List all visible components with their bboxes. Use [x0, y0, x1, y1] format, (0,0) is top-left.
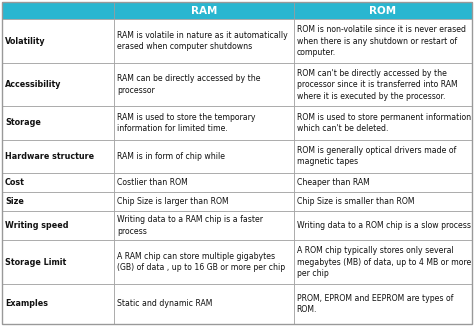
Bar — [293, 172, 472, 192]
Text: Chip Size is smaller than ROM: Chip Size is smaller than ROM — [297, 197, 414, 206]
Bar — [293, 63, 472, 106]
Bar — [114, 140, 293, 172]
Text: RAM: RAM — [191, 6, 217, 16]
Bar — [293, 20, 472, 63]
Bar — [114, 172, 293, 192]
Text: Writing data to a RAM chip is a faster
process: Writing data to a RAM chip is a faster p… — [117, 215, 263, 236]
Bar — [114, 192, 293, 211]
Bar — [114, 284, 293, 324]
Text: A RAM chip can store multiple gigabytes
(GB) of data , up to 16 GB or more per c: A RAM chip can store multiple gigabytes … — [117, 252, 285, 273]
Text: ROM is non-volatile since it is never erased
when there is any shutdown or resta: ROM is non-volatile since it is never er… — [297, 25, 465, 57]
Text: Writing data to a ROM chip is a slow process: Writing data to a ROM chip is a slow pro… — [297, 221, 471, 230]
Bar — [2, 192, 114, 211]
Text: ROM is used to store permanent information
which can't be deleted.: ROM is used to store permanent informati… — [297, 113, 471, 133]
Text: ROM is generally optical drivers made of
magnetic tapes: ROM is generally optical drivers made of… — [297, 146, 456, 166]
Bar — [114, 20, 293, 63]
Text: A ROM chip typically stores only several
megabytes (MB) of data, up to 4 MB or m: A ROM chip typically stores only several… — [297, 246, 471, 278]
Text: Cheaper than RAM: Cheaper than RAM — [297, 178, 369, 187]
Text: Storage Limit: Storage Limit — [5, 258, 66, 267]
Bar — [2, 2, 114, 20]
Text: RAM is volatile in nature as it automatically
erased when computer shutdowns: RAM is volatile in nature as it automati… — [117, 31, 288, 52]
Bar — [114, 63, 293, 106]
Text: RAM is in form of chip while: RAM is in form of chip while — [117, 152, 225, 160]
Text: Examples: Examples — [5, 300, 48, 308]
Bar — [114, 106, 293, 140]
Text: PROM, EPROM and EEPROM are types of
ROM.: PROM, EPROM and EEPROM are types of ROM. — [297, 294, 453, 314]
Bar — [293, 284, 472, 324]
Text: ROM: ROM — [369, 6, 396, 16]
Text: Cost: Cost — [5, 178, 25, 187]
Bar — [2, 172, 114, 192]
Bar — [2, 63, 114, 106]
Bar — [293, 241, 472, 284]
Bar — [293, 211, 472, 241]
Text: ROM can't be directly accessed by the
processor since it is transferred into RAM: ROM can't be directly accessed by the pr… — [297, 69, 457, 101]
Bar — [114, 211, 293, 241]
Bar — [293, 106, 472, 140]
Text: Storage: Storage — [5, 118, 41, 127]
Text: RAM is used to store the temporary
information for limited time.: RAM is used to store the temporary infor… — [117, 113, 255, 133]
Bar — [2, 140, 114, 172]
Bar — [2, 284, 114, 324]
Text: Size: Size — [5, 197, 24, 206]
Bar — [293, 2, 472, 20]
Bar — [2, 211, 114, 241]
Bar — [114, 241, 293, 284]
Text: Volatility: Volatility — [5, 37, 46, 46]
Text: Accessibility: Accessibility — [5, 80, 62, 89]
Bar — [114, 2, 293, 20]
Bar — [293, 192, 472, 211]
Text: RAM can be directly accessed by the
processor: RAM can be directly accessed by the proc… — [117, 74, 261, 95]
Text: Chip Size is larger than ROM: Chip Size is larger than ROM — [117, 197, 228, 206]
Text: Static and dynamic RAM: Static and dynamic RAM — [117, 300, 212, 308]
Bar — [2, 241, 114, 284]
Text: Writing speed: Writing speed — [5, 221, 69, 230]
Text: Hardware structure: Hardware structure — [5, 152, 94, 160]
Bar — [2, 20, 114, 63]
Bar — [293, 140, 472, 172]
Bar — [2, 106, 114, 140]
Text: Costlier than ROM: Costlier than ROM — [117, 178, 188, 187]
